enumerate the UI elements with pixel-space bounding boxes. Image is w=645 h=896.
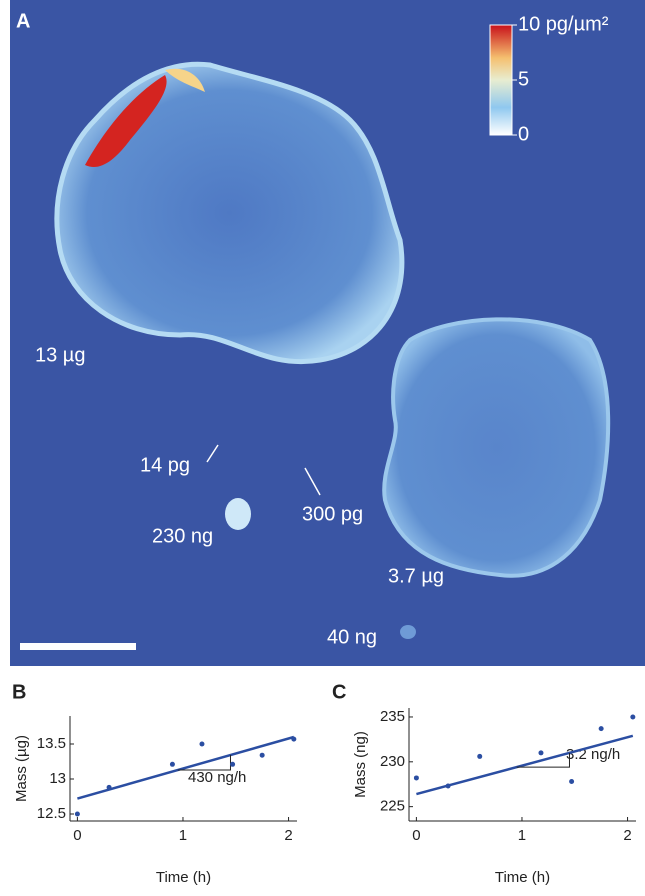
x-tick-label: 2 <box>284 827 292 844</box>
data-point <box>199 741 205 747</box>
hot-spot <box>85 75 167 168</box>
particle <box>400 625 416 639</box>
x-tick-label: 0 <box>412 827 420 844</box>
x-axis-label: Time (h) <box>156 869 211 886</box>
x-axis-label: Time (h) <box>495 869 550 886</box>
annotation: 230 ng <box>152 525 213 547</box>
data-point <box>74 811 80 817</box>
data-point <box>538 750 544 756</box>
y-tick-label: 13 <box>49 770 66 787</box>
x-tick-label: 1 <box>518 827 526 844</box>
x-tick-label: 1 <box>179 827 187 844</box>
y-tick-label: 235 <box>380 708 405 725</box>
data-point <box>413 775 419 781</box>
x-tick-label: 2 <box>623 827 631 844</box>
slope-label: 430 ng/h <box>188 769 246 786</box>
data-point <box>291 736 297 742</box>
x-tick-label: 0 <box>73 827 81 844</box>
hot-spot <box>165 68 205 92</box>
fit-line <box>77 735 295 800</box>
y-tick-label: 12.5 <box>37 805 66 822</box>
data-point <box>106 784 112 790</box>
data-point <box>230 761 236 767</box>
scale-bar <box>20 643 136 650</box>
slope-triangle <box>177 755 231 771</box>
small-cell <box>382 317 611 578</box>
data-point <box>477 753 483 759</box>
colorbar-label: 5 <box>518 68 529 90</box>
panel-label: B <box>12 681 26 703</box>
data-point <box>598 726 604 732</box>
y-axis-label: Mass (ng) <box>352 731 369 798</box>
colorbar-label: 0 <box>518 123 529 145</box>
y-tick-label: 13.5 <box>37 735 66 752</box>
slope-label: 3.2 ng/h <box>566 746 620 763</box>
colorbar-label: 10 pg/µm² <box>518 13 609 35</box>
annotation: 40 ng <box>327 626 377 648</box>
colorbar <box>489 24 513 136</box>
y-tick-label: 225 <box>380 798 405 815</box>
pointer-line <box>304 467 321 496</box>
pointer-line <box>206 444 219 463</box>
data-point <box>259 752 265 758</box>
annotation: 14 pg <box>140 454 190 476</box>
slope-triangle <box>516 752 570 768</box>
particle <box>225 498 251 530</box>
data-point <box>445 783 451 789</box>
data-point <box>169 761 175 767</box>
fit-line <box>416 734 634 796</box>
data-point <box>630 714 636 720</box>
large-cell <box>54 61 405 364</box>
y-tick-label: 230 <box>380 753 405 770</box>
annotation: 300 pg <box>302 503 363 525</box>
panel-label: C <box>332 681 346 703</box>
annotation: 13 µg <box>35 344 85 366</box>
data-point <box>569 779 575 785</box>
panel-label: A <box>16 10 30 32</box>
y-axis-label: Mass (µg) <box>13 735 30 802</box>
annotation: 3.7 µg <box>388 565 444 587</box>
